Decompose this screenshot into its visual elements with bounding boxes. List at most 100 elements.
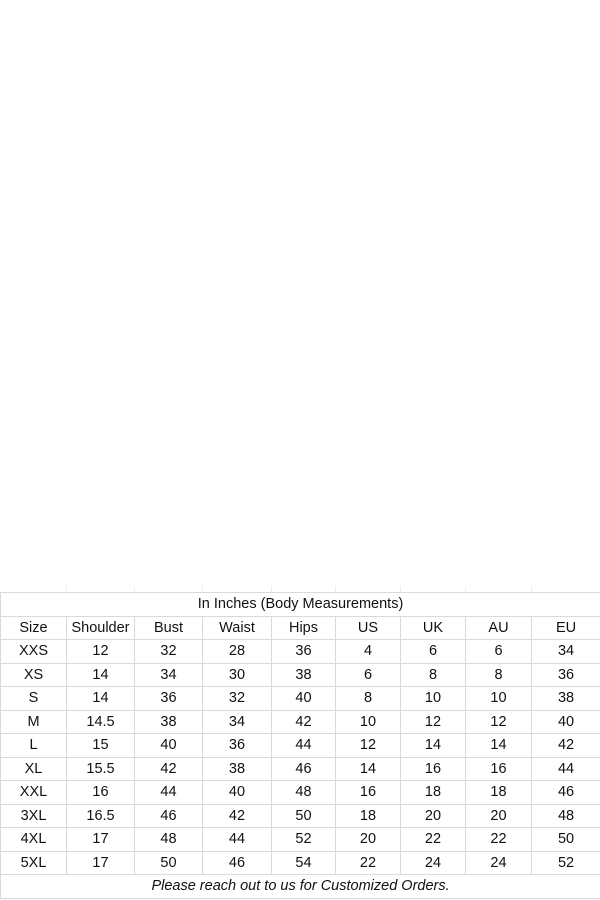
table-cell: 44 <box>134 780 203 805</box>
table-cell: 3XL <box>0 803 67 828</box>
table-cell: 54 <box>271 850 336 875</box>
table-cell: 52 <box>530 850 600 875</box>
column-guide <box>335 586 336 592</box>
table-cell: 38 <box>271 662 336 687</box>
table-cell: 16 <box>66 780 135 805</box>
table-cell: 38 <box>134 709 203 734</box>
column-guide <box>400 586 401 592</box>
table-cell: L <box>0 733 67 758</box>
column-guide <box>66 586 67 592</box>
table-cell: 8 <box>335 686 401 711</box>
table-cell: 38 <box>202 756 272 781</box>
table-cell: 16 <box>400 756 466 781</box>
table-cell: 22 <box>400 827 466 852</box>
table-cell: 12 <box>335 733 401 758</box>
table-cell: 50 <box>530 827 600 852</box>
table-cell: 16 <box>335 780 401 805</box>
table-cell: 36 <box>271 639 336 664</box>
table-cell: 46 <box>530 780 600 805</box>
table-cell: 12 <box>465 709 532 734</box>
column-guide <box>134 586 135 592</box>
table-cell: 14 <box>66 686 135 711</box>
column-guide <box>465 586 466 592</box>
table-cell: 38 <box>530 686 600 711</box>
table-cell: 32 <box>134 639 203 664</box>
header-row: Size Shoulder Bust Waist Hips US UK AU EU <box>0 615 600 640</box>
table-cell: 14 <box>465 733 532 758</box>
table-row: XXL 16 44 40 48 16 18 18 46 <box>0 780 600 805</box>
table-cell: 20 <box>335 827 401 852</box>
column-header: Waist <box>202 615 272 640</box>
table-cell: 34 <box>530 639 600 664</box>
table-cell: M <box>0 709 67 734</box>
table-cell: 12 <box>400 709 466 734</box>
table-cell: 36 <box>530 662 600 687</box>
table-cell: XXS <box>0 639 67 664</box>
table-cell: 14 <box>335 756 401 781</box>
column-header: EU <box>530 615 600 640</box>
table-cell: 50 <box>134 850 203 875</box>
table-cell: 20 <box>465 803 532 828</box>
table-cell: 32 <box>202 686 272 711</box>
column-guide <box>531 586 532 592</box>
table-cell: 18 <box>335 803 401 828</box>
table-cell: 14 <box>66 662 135 687</box>
table-cell: XS <box>0 662 67 687</box>
table-cell: 44 <box>271 733 336 758</box>
table-row: XXS 12 32 28 36 4 6 6 34 <box>0 639 600 664</box>
table-cell: 46 <box>134 803 203 828</box>
table-row: 3XL 16.5 46 42 50 18 20 20 48 <box>0 803 600 828</box>
table-cell: 48 <box>271 780 336 805</box>
table-cell: 42 <box>530 733 600 758</box>
table-cell: 42 <box>271 709 336 734</box>
table-cell: 6 <box>335 662 401 687</box>
column-header: Hips <box>271 615 336 640</box>
footer-row: Please reach out to us for Customized Or… <box>0 874 600 899</box>
table-cell: 46 <box>202 850 272 875</box>
table-cell: 10 <box>465 686 532 711</box>
column-header: UK <box>400 615 466 640</box>
column-header: Shoulder <box>66 615 135 640</box>
table-cell: 6 <box>465 639 532 664</box>
table-cell: 15.5 <box>66 756 135 781</box>
table-cell: 36 <box>134 686 203 711</box>
table-cell: 48 <box>134 827 203 852</box>
table-cell: 40 <box>134 733 203 758</box>
table-cell: 52 <box>271 827 336 852</box>
column-header: AU <box>465 615 532 640</box>
table-cell: 18 <box>465 780 532 805</box>
table-cell: 34 <box>134 662 203 687</box>
table-cell: S <box>0 686 67 711</box>
table-cell: 8 <box>465 662 532 687</box>
table-cell: 42 <box>134 756 203 781</box>
table-cell: XXL <box>0 780 67 805</box>
table-cell: 18 <box>400 780 466 805</box>
table-row: 5XL 17 50 46 54 22 24 24 52 <box>0 850 600 875</box>
table-title-row: In Inches (Body Measurements) <box>0 592 600 617</box>
table-cell: 34 <box>202 709 272 734</box>
table-cell: 24 <box>465 850 532 875</box>
table-cell: 4XL <box>0 827 67 852</box>
table-cell: 28 <box>202 639 272 664</box>
column-header: Bust <box>134 615 203 640</box>
table-cell: 16.5 <box>66 803 135 828</box>
table-cell: 6 <box>400 639 466 664</box>
table-cell: 14 <box>400 733 466 758</box>
table-cell: 40 <box>271 686 336 711</box>
table-cell: 8 <box>400 662 466 687</box>
table-cell: 14.5 <box>66 709 135 734</box>
table-cell: 17 <box>66 827 135 852</box>
table-row: M 14.5 38 34 42 10 12 12 40 <box>0 709 600 734</box>
table-cell: 44 <box>202 827 272 852</box>
footer-note: Please reach out to us for Customized Or… <box>0 874 600 899</box>
column-header: US <box>335 615 401 640</box>
table-cell: 16 <box>465 756 532 781</box>
table-cell: 22 <box>465 827 532 852</box>
table-cell: 40 <box>530 709 600 734</box>
column-guide <box>202 586 203 592</box>
column-header: Size <box>0 615 67 640</box>
table-row: L 15 40 36 44 12 14 14 42 <box>0 733 600 758</box>
table-row: XS 14 34 30 38 6 8 8 36 <box>0 662 600 687</box>
table-cell: 12 <box>66 639 135 664</box>
table-row: S 14 36 32 40 8 10 10 38 <box>0 686 600 711</box>
